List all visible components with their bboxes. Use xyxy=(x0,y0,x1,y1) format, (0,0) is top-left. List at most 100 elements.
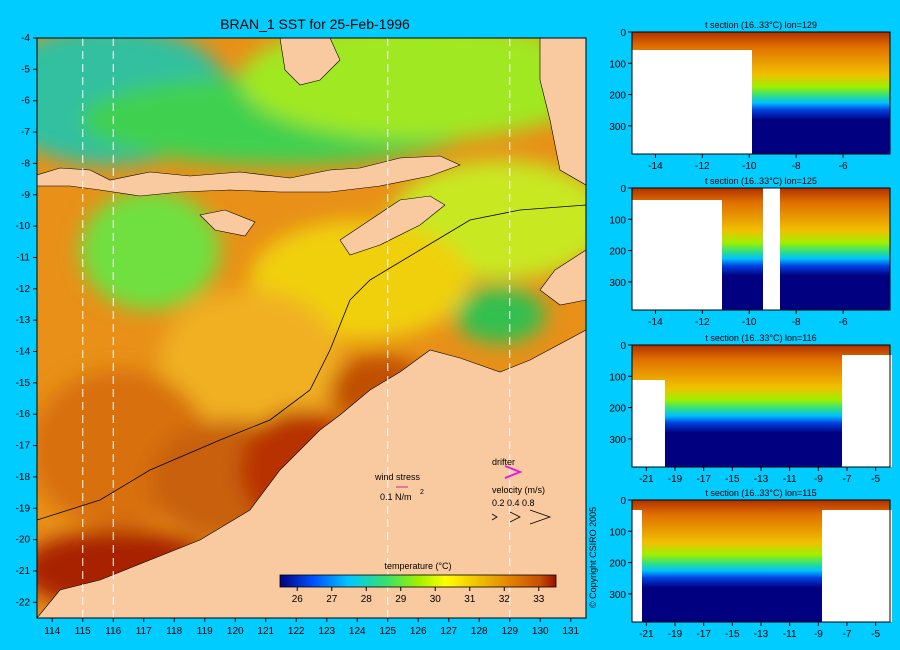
lon-tick-label: 118 xyxy=(166,626,182,637)
map-legend: wind stress 0.1 N/m 2 drifter velocity (… xyxy=(374,457,552,525)
lat-tick-label: -16 xyxy=(16,409,31,420)
section-y-tick: 200 xyxy=(609,559,626,570)
section-x-tick: -8 xyxy=(792,317,801,328)
timor-island xyxy=(339,195,446,256)
page-title: BRAN_1 SST for 25-Feb-1996 xyxy=(220,16,410,32)
section-y-tick: 100 xyxy=(609,372,626,383)
lat-tick-label: -4 xyxy=(21,33,30,44)
lat-tick-label: -21 xyxy=(16,566,31,577)
lat-tick-label: -14 xyxy=(16,347,31,358)
lat-tick-label: -22 xyxy=(16,597,31,608)
colorbar: temperature (°C) 26 27 28 29 30 31 32 33 xyxy=(279,561,557,605)
section-x-tick: -10 xyxy=(742,317,757,328)
section-y-tick: 100 xyxy=(609,527,626,538)
section-y-tick: 200 xyxy=(609,91,626,102)
section-y-tick: 0 xyxy=(620,28,626,39)
section-x-tick: -6 xyxy=(839,161,848,172)
section-lines xyxy=(82,38,511,618)
section-title: t section (16..33°C) lon=116 xyxy=(705,333,816,343)
section-x-tick: -17 xyxy=(696,474,711,485)
section-x-tick: -9 xyxy=(814,474,823,485)
section-x-tick: -15 xyxy=(725,474,740,485)
depth-section-panel: t section (16..33°C) lon=129 -14 -12 -10 -8 -… xyxy=(609,20,891,172)
map-axes: 114 115 116 117 118 119 120 121 122 123 124 125 126 1… xyxy=(16,33,580,637)
sulawesi-land xyxy=(279,38,341,86)
lon-tick-label: 119 xyxy=(197,626,213,637)
section-x-tick: -5 xyxy=(871,474,880,485)
colorbar-tick: 32 xyxy=(499,594,511,605)
section-x-tick: -5 xyxy=(871,629,880,640)
wind-stress-label: wind stress xyxy=(374,472,421,482)
section-y-tick: 200 xyxy=(609,247,626,258)
shelf-contour xyxy=(37,204,586,521)
velocity-scale: 0.2 0.4 0.8 xyxy=(492,498,535,508)
lat-tick-label: -5 xyxy=(21,64,30,75)
section-x-tick: -7 xyxy=(843,474,852,485)
sst-field xyxy=(37,38,586,618)
lon-tick-label: 116 xyxy=(105,626,121,637)
sunda-islands xyxy=(37,155,461,197)
section-y-tick: 0 xyxy=(620,496,626,507)
lon-tick-label: 115 xyxy=(75,626,91,637)
section-y-tick: 200 xyxy=(609,404,626,415)
velocity-label: velocity (m/s) xyxy=(492,485,545,495)
section-y-tick: 300 xyxy=(609,435,626,446)
lon-tick-label: 125 xyxy=(379,626,396,637)
section-y-tick: 300 xyxy=(609,122,626,133)
section-y-tick: 300 xyxy=(609,590,626,601)
section-x-tick: -19 xyxy=(668,629,683,640)
lon-tick-label: 128 xyxy=(471,626,488,637)
lat-tick-label: -9 xyxy=(21,190,30,201)
lat-tick-label: -18 xyxy=(16,472,31,483)
section-x-tick: -13 xyxy=(754,629,769,640)
section-x-tick: -19 xyxy=(668,474,683,485)
lon-tick-label: 120 xyxy=(227,626,244,637)
section-y-tick: 0 xyxy=(620,184,626,195)
section-x-tick: -13 xyxy=(754,474,769,485)
section-x-tick: -8 xyxy=(792,161,801,172)
lat-tick-label: -11 xyxy=(16,252,30,263)
section-x-tick: -14 xyxy=(648,161,663,172)
lon-tick-label: 117 xyxy=(136,626,152,637)
lat-tick-label: -12 xyxy=(16,284,31,295)
lon-tick-label: 129 xyxy=(501,626,518,637)
depth-section-panel: t section (16..33°C) lon=115 -21 -19 -17 -15… xyxy=(609,488,892,640)
section-y-tick: 0 xyxy=(620,341,626,352)
section-title: t section (16..33°C) lon=129 xyxy=(705,20,817,30)
section-y-tick: 100 xyxy=(609,59,626,70)
colorbar-tick: 33 xyxy=(533,594,545,605)
colorbar-tick: 29 xyxy=(395,594,407,605)
section-x-tick: -21 xyxy=(639,629,654,640)
colorbar-tick: 26 xyxy=(292,594,304,605)
colorbar-tick: 30 xyxy=(430,594,442,605)
section-x-tick: -14 xyxy=(648,317,663,328)
section-x-tick: -17 xyxy=(696,629,711,640)
section-x-tick: -11 xyxy=(783,629,797,640)
colorbar-tick: 27 xyxy=(326,594,338,605)
wind-stress-scale: 0.1 N/m xyxy=(380,492,412,502)
section-x-tick: -21 xyxy=(639,474,654,485)
lon-tick-label: 126 xyxy=(410,626,427,637)
sumba-island xyxy=(199,209,256,237)
lat-tick-label: -20 xyxy=(16,535,31,546)
lon-tick-label: 130 xyxy=(532,626,549,637)
section-x-tick: -9 xyxy=(814,629,823,640)
depth-section-panel: t section (16..33°C) lon=125 -14 -12 -10 -8 -… xyxy=(609,176,891,328)
lat-tick-label: -8 xyxy=(21,158,30,169)
section-title: t section (16..33°C) lon=115 xyxy=(705,488,816,498)
section-y-tick: 100 xyxy=(609,215,626,226)
section-x-tick: -6 xyxy=(839,317,848,328)
section-x-tick: -7 xyxy=(843,629,852,640)
lat-tick-label: -17 xyxy=(16,441,31,452)
section-x-tick: -12 xyxy=(695,317,710,328)
section-y-tick: 300 xyxy=(609,278,626,289)
copyright: © Copyright CSIRO 2005 xyxy=(588,506,598,608)
arnhem-land xyxy=(539,249,586,306)
lon-tick-label: 124 xyxy=(349,626,366,637)
lon-tick-label: 123 xyxy=(318,626,335,637)
lon-tick-label: 131 xyxy=(562,626,579,637)
lon-tick-label: 127 xyxy=(440,626,457,637)
colorbar-label: temperature (°C) xyxy=(384,561,451,571)
colorbar-tick: 28 xyxy=(361,594,373,605)
